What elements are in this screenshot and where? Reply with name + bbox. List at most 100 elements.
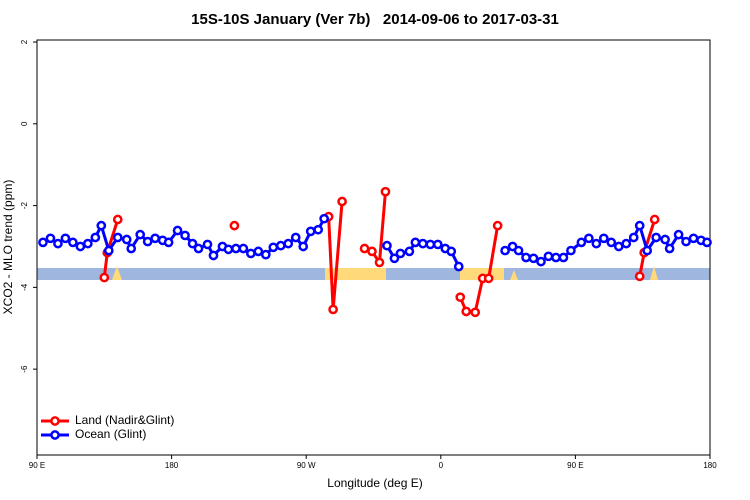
data-point: [702, 237, 712, 248]
data-point: [404, 246, 415, 257]
data-point: [359, 243, 370, 254]
data-point: [298, 241, 309, 252]
land-band: [112, 266, 122, 280]
data-point: [613, 241, 624, 252]
y-tick-label: 0: [20, 121, 29, 126]
data-point: [337, 196, 347, 207]
data-point: [628, 232, 639, 243]
data-point: [96, 220, 107, 231]
data-point: [528, 253, 539, 264]
data-point: [53, 238, 63, 249]
data-point: [492, 220, 503, 231]
data-point: [664, 243, 675, 254]
y-tick-label: -4: [20, 283, 29, 291]
y-tick-label: -6: [20, 365, 29, 373]
data-point: [536, 256, 546, 267]
land-band: [650, 266, 658, 280]
data-point: [238, 243, 249, 254]
data-point: [591, 238, 602, 249]
data-point: [112, 214, 123, 225]
data-point: [470, 307, 481, 318]
data-point: [606, 237, 617, 248]
data-point: [410, 237, 421, 248]
x-tick-label: 0: [439, 461, 444, 470]
x-tick-label: 90 E: [29, 461, 45, 470]
x-tick-label: 180: [703, 461, 717, 470]
data-point: [260, 249, 271, 260]
data-point: [660, 234, 670, 245]
data-point: [688, 233, 699, 244]
data-point: [82, 238, 93, 249]
data-point: [135, 229, 146, 240]
data-point: [566, 245, 576, 256]
data-point: [103, 245, 114, 256]
data-point: [453, 261, 464, 272]
data-point: [246, 248, 256, 259]
data-point: [305, 226, 316, 237]
data-point: [543, 251, 554, 262]
data-point: [634, 220, 645, 231]
data-point: [500, 245, 510, 256]
data-point: [75, 241, 86, 252]
data-point: [313, 224, 324, 235]
data-point: [126, 243, 137, 254]
data-point: [231, 243, 241, 254]
data-point: [112, 232, 123, 243]
data-point: [319, 213, 329, 224]
data-point: [283, 238, 294, 249]
data-point: [551, 252, 561, 263]
data-point: [673, 229, 684, 240]
x-axis-label: Longitude (deg E): [327, 476, 422, 490]
data-point: [99, 272, 110, 283]
data-point: [483, 273, 494, 284]
data-point: [642, 245, 653, 256]
data-point: [142, 236, 153, 247]
data-point: [38, 237, 48, 248]
legend-label: Land (Nadir&Glint): [75, 413, 174, 427]
data-point: [180, 230, 190, 241]
data-point: [455, 292, 466, 303]
data-point: [223, 244, 234, 255]
data-point: [598, 233, 609, 244]
land-band: [325, 268, 386, 280]
x-tick-label: 180: [165, 461, 179, 470]
data-point: [651, 232, 662, 243]
data-point: [253, 246, 264, 257]
legend-marker: [50, 416, 60, 426]
data-point: [558, 252, 569, 263]
data-point: [121, 234, 132, 245]
plot-frame: [36, 39, 711, 456]
data-point: [193, 243, 204, 254]
data-point: [328, 304, 338, 315]
data-point: [90, 232, 101, 243]
data-point: [649, 214, 660, 225]
data-point: [432, 239, 443, 250]
data-point: [521, 252, 531, 263]
land-band: [510, 270, 518, 280]
data-point: [229, 220, 240, 231]
data-point: [621, 238, 632, 249]
x-tick-label: 90 E: [567, 461, 583, 470]
data-point: [681, 236, 691, 247]
data-point: [290, 232, 301, 243]
y-axis-label: XCO2 - MLO trend (ppm): [1, 180, 15, 315]
data-point: [513, 245, 524, 256]
data-point: [634, 271, 645, 282]
data-point: [382, 240, 392, 251]
data-point: [395, 248, 406, 259]
y-tick-label: 2: [20, 39, 29, 44]
data-point: [202, 239, 213, 250]
data-point: [60, 233, 71, 244]
data-point: [208, 250, 219, 261]
data-point: [576, 237, 587, 248]
data-point: [45, 233, 56, 244]
data-point: [446, 246, 457, 257]
data-point: [275, 240, 286, 251]
x-tick-label: 90 W: [297, 461, 316, 470]
data-point: [418, 238, 428, 249]
data-point: [584, 233, 594, 244]
legend-label: Ocean (Glint): [75, 427, 146, 441]
data-point: [425, 239, 436, 250]
chart-title: 15S-10S January (Ver 7b) 2014-09-06 to 2…: [191, 11, 559, 28]
